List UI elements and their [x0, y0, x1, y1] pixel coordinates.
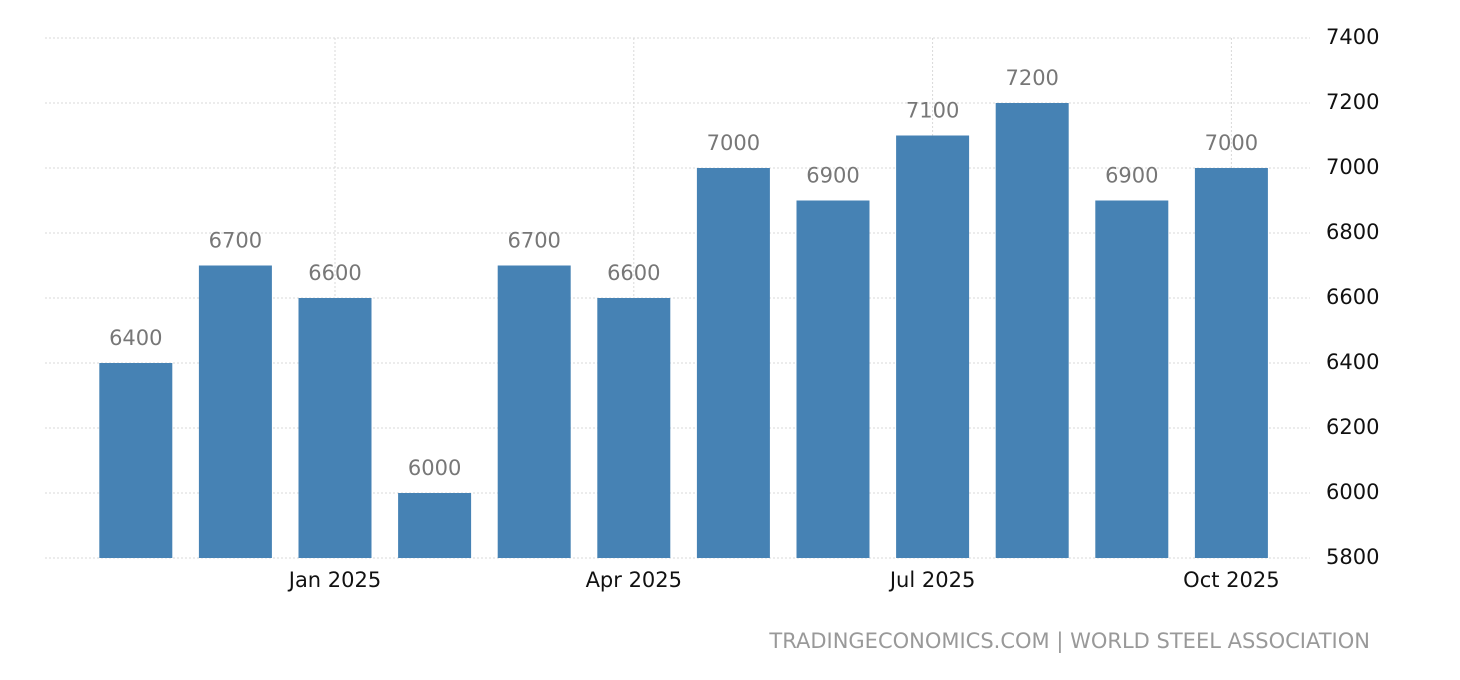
y-tick-label: 5800 — [1326, 545, 1379, 569]
source: TRADINGECONOMICS.COM | WORLD STEEL ASSOC… — [768, 629, 1370, 654]
data-label: 6900 — [806, 164, 859, 188]
y-tick-label: 7400 — [1326, 25, 1379, 49]
y-tick-label: 7200 — [1326, 90, 1379, 114]
bar — [1095, 200, 1169, 558]
bar — [398, 493, 472, 558]
bar — [796, 200, 870, 558]
data-label: 7000 — [1205, 131, 1258, 155]
y-tick-label: 7000 — [1326, 155, 1379, 179]
data-label: 6700 — [209, 229, 262, 253]
bar — [696, 168, 770, 558]
data-label: 7100 — [906, 99, 959, 123]
x-tick-label: Jan 2025 — [287, 568, 382, 592]
x-tick-label: Apr 2025 — [586, 568, 682, 592]
y-tick-label: 6600 — [1326, 285, 1379, 309]
bar — [995, 103, 1069, 558]
data-label: 6600 — [607, 261, 660, 285]
y-tick-label: 6800 — [1326, 220, 1379, 244]
bar — [1194, 168, 1268, 558]
data-label: 7000 — [707, 131, 760, 155]
data-label: 6900 — [1105, 164, 1158, 188]
bar — [298, 298, 372, 558]
bar — [497, 265, 571, 558]
data-label: 6600 — [308, 261, 361, 285]
bar — [99, 363, 173, 558]
bar — [896, 135, 970, 558]
data-label: 6000 — [408, 456, 461, 480]
data-label: 6700 — [507, 229, 560, 253]
x-tick-label: Jul 2025 — [888, 568, 975, 592]
y-tick-label: 6200 — [1326, 415, 1379, 439]
data-label: 7200 — [1005, 66, 1058, 90]
x-tick-label: Oct 2025 — [1183, 568, 1279, 592]
bar — [198, 265, 272, 558]
bar — [597, 298, 671, 558]
y-tick-label: 6000 — [1326, 480, 1379, 504]
y-tick-label: 6400 — [1326, 350, 1379, 374]
data-label: 6400 — [109, 326, 162, 350]
